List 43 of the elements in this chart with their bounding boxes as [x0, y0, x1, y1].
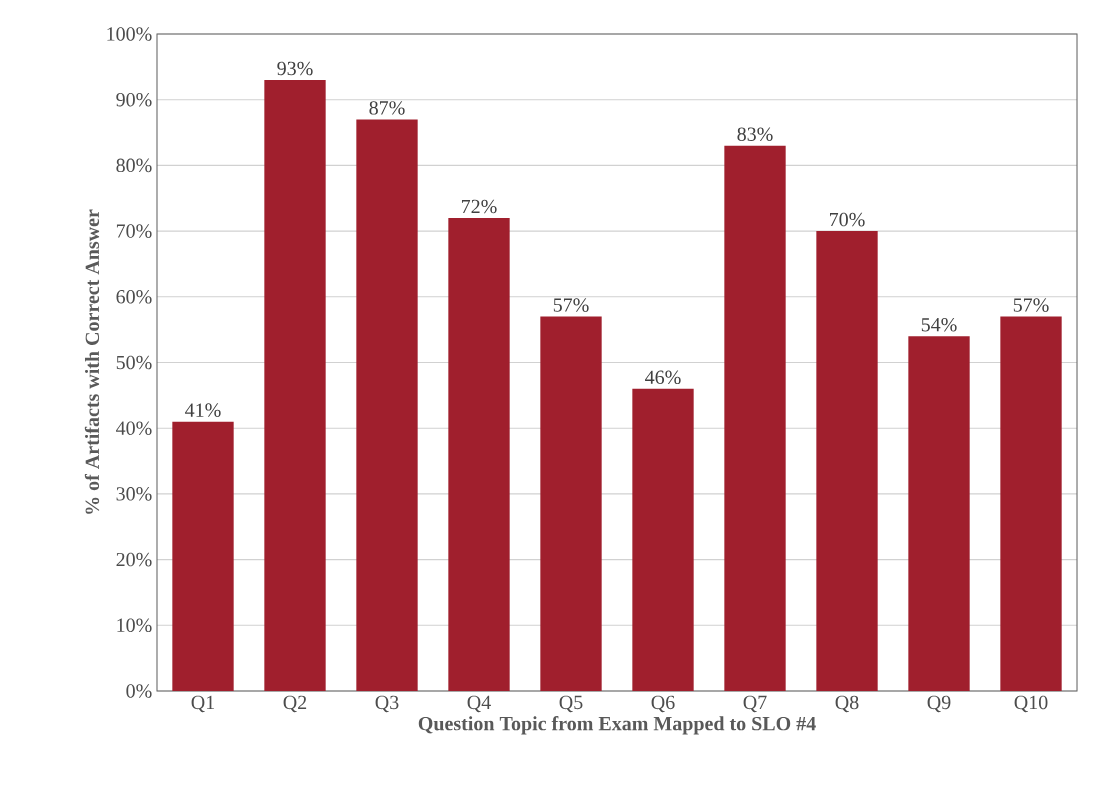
x-tick-label: Q5: [559, 695, 583, 713]
data-label: 72%: [461, 199, 497, 214]
x-tick-label: Q7: [743, 695, 767, 713]
y-tick-label: 70%: [116, 224, 152, 238]
bar: [1000, 316, 1062, 691]
data-label: 41%: [185, 403, 221, 417]
data-label: 57%: [553, 298, 589, 312]
bar: [724, 145, 786, 691]
x-tick-label: Q4: [467, 695, 491, 713]
x-tick-label: Q3: [375, 695, 399, 713]
y-tick-label: 50%: [116, 355, 152, 370]
bar: [172, 421, 234, 691]
bar: [540, 316, 602, 691]
y-tick-label: 90%: [116, 92, 152, 107]
data-label: 87%: [369, 101, 405, 115]
data-label: 93%: [277, 61, 313, 76]
bar: [632, 388, 694, 691]
x-tick-label: Q9: [927, 695, 951, 713]
y-axis-title: % of Artifacts with Correct Answer: [84, 209, 100, 514]
x-axis-title: Question Topic from Exam Mapped to SLO #4: [418, 716, 816, 735]
x-tick-label: Q2: [283, 695, 307, 713]
bar: [264, 79, 326, 691]
data-label: 57%: [1013, 298, 1049, 312]
y-tick-label: 60%: [116, 290, 152, 304]
data-label: 46%: [645, 370, 681, 385]
bar: [816, 231, 878, 691]
y-tick-label: 100%: [107, 27, 152, 41]
data-label: 83%: [737, 127, 773, 141]
bar: [908, 336, 970, 691]
x-tick-label: Q8: [835, 695, 859, 713]
y-tick-label: 30%: [116, 487, 152, 501]
y-tick-label: 40%: [116, 421, 152, 435]
bar: [356, 119, 418, 691]
bar: [448, 217, 510, 691]
y-tick-label: 20%: [116, 552, 152, 567]
data-label: 70%: [830, 212, 865, 227]
y-tick-label: 80%: [116, 158, 152, 173]
data-label: 54%: [921, 317, 957, 332]
y-tick-label: 10%: [117, 618, 152, 633]
y-tick-label: 0%: [126, 684, 152, 698]
x-tick-label: Q6: [651, 695, 675, 713]
x-tick-label: Q10: [1014, 695, 1048, 713]
x-tick-label: Q1: [191, 695, 215, 713]
